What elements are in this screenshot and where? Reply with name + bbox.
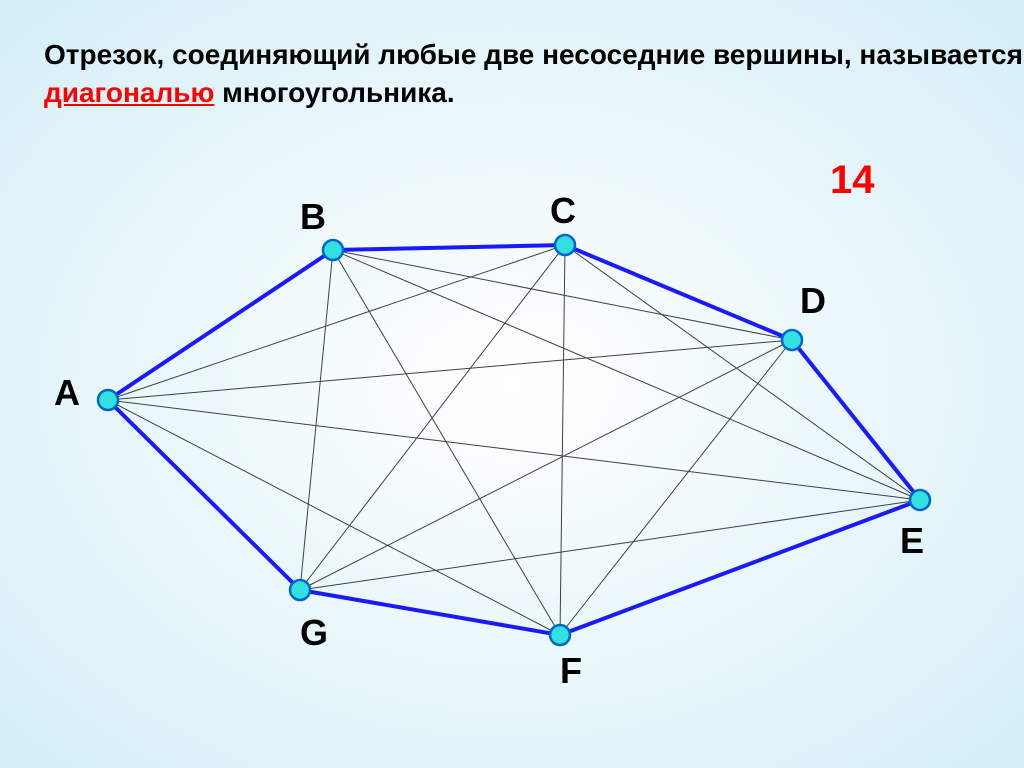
polygon-edge (333, 245, 565, 250)
polygon-edge (300, 590, 560, 635)
diagonal (108, 400, 560, 635)
diagonal (300, 250, 333, 590)
vertex-A (98, 390, 118, 410)
polygon-edge (108, 400, 300, 590)
diagonal (108, 245, 565, 400)
vertex-label-E: E (900, 520, 924, 562)
diagonal (560, 245, 565, 635)
diagonal (333, 250, 792, 340)
diagonal (333, 250, 920, 500)
vertex-label-D: D (800, 280, 826, 322)
diagonal (300, 500, 920, 590)
vertex-label-A: A (54, 372, 80, 414)
diagonal (108, 400, 920, 500)
diagonal (300, 340, 792, 590)
vertex-G (290, 580, 310, 600)
vertex-F (550, 625, 570, 645)
vertex-B (323, 240, 343, 260)
polygon-diagram (0, 0, 1024, 768)
vertex-label-B: B (300, 196, 326, 238)
polygon-edge (792, 340, 920, 500)
vertex-E (910, 490, 930, 510)
vertex-label-C: C (550, 190, 576, 232)
vertex-C (555, 235, 575, 255)
polygon-edge (565, 245, 792, 340)
polygon-edge (108, 250, 333, 400)
diagonal (333, 250, 560, 635)
vertex-label-F: F (560, 650, 582, 692)
vertex-D (782, 330, 802, 350)
diagonal (108, 340, 792, 400)
polygon-edge (560, 500, 920, 635)
diagonal (565, 245, 920, 500)
diagonal (300, 245, 565, 590)
vertex-label-G: G (300, 612, 328, 654)
